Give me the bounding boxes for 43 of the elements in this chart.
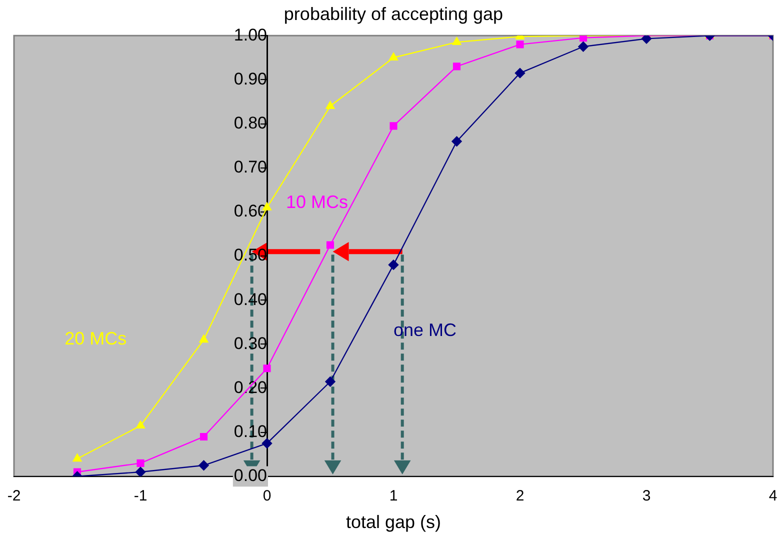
x-tick-label: 1: [389, 488, 398, 505]
point: [452, 37, 462, 46]
x-tick-label: 0: [262, 488, 272, 505]
x-tick-label: -1: [134, 488, 148, 505]
x-tick-label: -2: [7, 488, 21, 505]
point: [135, 466, 146, 476]
point: [326, 101, 335, 109]
point: [326, 241, 334, 249]
y-tick-label: 0.30: [234, 334, 267, 353]
point: [199, 334, 208, 343]
point: [263, 364, 271, 372]
y-tick-label: 0.90: [234, 69, 267, 88]
point: [516, 40, 524, 48]
y-tick-label: 0.70: [234, 158, 267, 177]
series-label: 10 MCs: [286, 192, 348, 212]
point: [136, 420, 145, 429]
x-axis-title: total gap (s): [346, 512, 442, 532]
point: [514, 68, 526, 78]
point: [388, 260, 399, 270]
point: [198, 460, 209, 470]
chart-title: probability of accepting gap: [284, 4, 504, 24]
y-tick-label: 1.00: [234, 25, 267, 44]
point: [389, 52, 398, 60]
point: [641, 36, 652, 44]
point: [452, 136, 462, 146]
x-tick-label: 2: [516, 488, 524, 505]
y-tick-label: 0.80: [234, 113, 267, 132]
point: [390, 122, 398, 130]
point: [200, 432, 208, 441]
series-label: one MC: [394, 320, 457, 340]
point: [262, 438, 272, 448]
point: [579, 36, 588, 42]
x-tick-label: 3: [642, 488, 651, 505]
y-tick-label: 0.00: [234, 466, 267, 486]
y-tick-label: 0.10: [234, 422, 267, 442]
point: [578, 42, 588, 52]
point: [325, 376, 336, 387]
point: [136, 459, 144, 467]
x-tick-label: 4: [768, 488, 778, 505]
y-tick-label: 0.40: [234, 290, 267, 309]
point: [452, 62, 461, 70]
text: 20 MCs: [64, 328, 127, 349]
point: [72, 454, 82, 462]
